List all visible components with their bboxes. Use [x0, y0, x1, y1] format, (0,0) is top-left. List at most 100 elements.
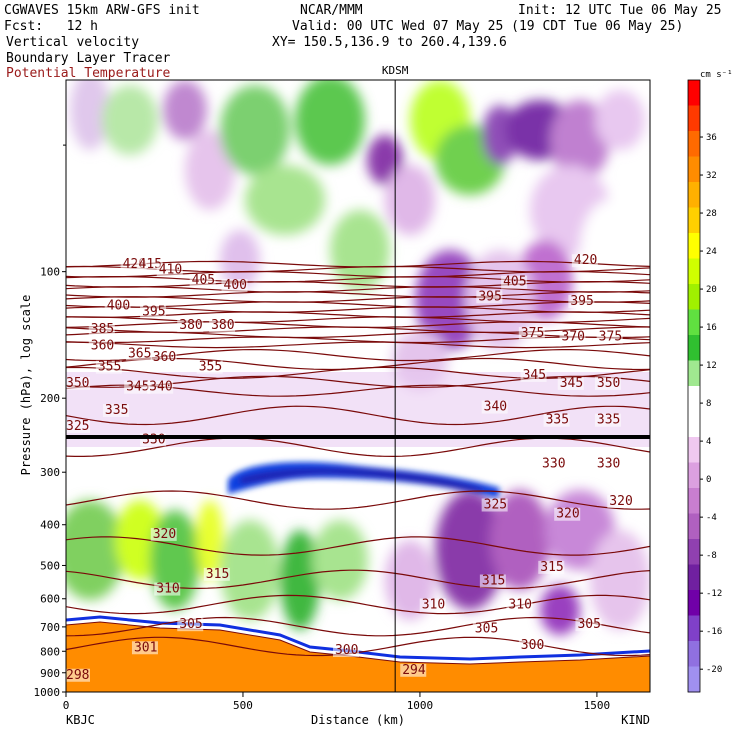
header-xy: XY= 150.5,136.9 to 260.4,139.6	[272, 35, 507, 50]
colorbar-unit: cm s⁻¹	[700, 70, 733, 80]
theta-label-26: 340	[149, 380, 172, 395]
theta-label-30: 335	[546, 413, 569, 428]
isentrope-19	[66, 366, 650, 380]
theta-label-16: 375	[599, 330, 622, 345]
colorbar-swatch-6	[688, 233, 700, 259]
theta-label-bg-32	[66, 419, 90, 433]
station-label: KDSM	[382, 64, 409, 77]
header-fcst: Fcst: 12 h	[4, 19, 98, 34]
theta-label-6: 420	[574, 253, 597, 268]
colorbar-label-1: 32	[706, 171, 717, 181]
theta-label-bg-52	[66, 668, 90, 682]
colorbar-swatch-5	[688, 207, 700, 234]
colorbar-swatch-22	[688, 641, 700, 667]
theta-label-5: 405	[503, 275, 526, 290]
theta-label-32: 325	[66, 419, 89, 434]
theta-label-24: 345	[560, 376, 583, 391]
theta-label-52: 298	[66, 668, 89, 683]
colorbar-label-0: 36	[706, 133, 717, 143]
colorbar-swatch-9	[688, 309, 700, 336]
theta-label-bg-16	[596, 330, 623, 344]
theta-label-bg-41	[538, 560, 565, 574]
isentrope-5	[66, 286, 650, 293]
theta-label-bg-28	[481, 400, 508, 414]
colorbar-swatch-14	[688, 437, 700, 463]
theta-label-bg-44	[419, 598, 446, 612]
colorbar-frame	[687, 79, 701, 693]
theta-label-bg-19	[150, 350, 177, 364]
theta-label-42: 315	[482, 574, 505, 589]
y-tick-label-7: 800	[40, 645, 60, 658]
theta-label-bg-35	[594, 457, 621, 471]
theta-label-bg-27	[66, 376, 90, 390]
theta-label-bg-46	[177, 618, 204, 632]
theta-label-bg-50	[332, 643, 359, 657]
isentrope-4	[66, 281, 650, 288]
theta-label-bg-13	[88, 323, 115, 337]
theta-label-47: 305	[475, 622, 498, 637]
isentrope-3	[66, 276, 650, 283]
isentrope-7	[66, 296, 650, 303]
header-init: Init: 12 UTC Tue 06 May 25	[518, 3, 722, 18]
isentrope-15	[66, 336, 650, 344]
y-axis: 100 200 300 400 500 600 700 800 900 1000	[34, 144, 66, 699]
theta-label-bg-40	[203, 567, 230, 581]
theta-label-33: 330	[142, 432, 165, 447]
theta-label-bg-25	[124, 380, 151, 394]
colorbar-swatch-16	[688, 488, 700, 514]
theta-label-15: 370	[562, 330, 585, 345]
colorbar-swatch-0	[688, 80, 700, 106]
theta-label-bg-42	[479, 574, 506, 588]
colorbar-label-14: -20	[706, 665, 722, 675]
theta-label-bg-22	[594, 376, 621, 390]
theta-label-bg-9	[177, 319, 204, 333]
theta-label-27: 350	[66, 376, 89, 391]
theta-label-20: 355	[98, 360, 121, 375]
theta-label-46: 305	[179, 617, 202, 632]
theta-label-bg-30	[543, 413, 570, 427]
colorbar-swatch-20	[688, 590, 700, 616]
theta-label-bg-39	[150, 527, 177, 541]
theta-label-bg-10	[209, 319, 236, 333]
theta-label-50: 300	[335, 643, 358, 658]
colorbar-swatch-17	[688, 513, 700, 540]
y-axis-label: Pressure (hPa), log scale	[19, 295, 33, 476]
theta-label-38: 320	[609, 494, 632, 509]
theta-label-bg-51	[518, 638, 545, 652]
colorbar-swatch-23	[688, 666, 700, 693]
colorbar-label-6: 12	[706, 361, 717, 371]
colorbar-swatch-2	[688, 131, 700, 157]
theta-label-13: 385	[91, 322, 114, 337]
theta-label-bg-1	[136, 257, 163, 271]
x-tick-label-0: 0	[63, 699, 70, 712]
theta-label-48: 305	[577, 617, 600, 632]
header-org: NCAR/MMM	[300, 3, 363, 18]
theta-label-17: 360	[91, 338, 114, 353]
header-field-theta: Potential Temperature	[6, 66, 171, 81]
colorbar-swatch-4	[688, 182, 700, 208]
y-tick-label-3: 400	[40, 519, 60, 532]
theta-label-39: 320	[153, 527, 176, 542]
colorbar-label-2: 28	[706, 209, 717, 219]
x-tick-label-2: 1000	[407, 699, 434, 712]
colorbar-label-5: 16	[706, 323, 717, 333]
x-axis-label: Distance (km)	[311, 713, 405, 727]
isentrope-22	[66, 405, 650, 426]
colorbar-label-11: -8	[706, 551, 717, 561]
theta-label-bg-4	[221, 279, 248, 293]
theta-label-34: 330	[542, 456, 565, 471]
isentrope-14	[66, 331, 650, 339]
theta-label-10: 380	[211, 318, 234, 333]
theta-label-3: 405	[192, 273, 215, 288]
header-model: CGWAVES 15km ARW-GFS init	[4, 3, 200, 18]
theta-label-bg-7	[104, 299, 131, 313]
x-tick-label-3: 1500	[584, 699, 611, 712]
colorbar-swatch-21	[688, 615, 700, 642]
theta-label-bg-14	[518, 326, 545, 340]
header-field-tracer: Boundary Layer Tracer	[6, 51, 171, 66]
colorbar-swatch-12	[688, 386, 700, 412]
theta-label-36: 325	[484, 498, 507, 513]
colorbar-swatch-18	[688, 539, 700, 565]
